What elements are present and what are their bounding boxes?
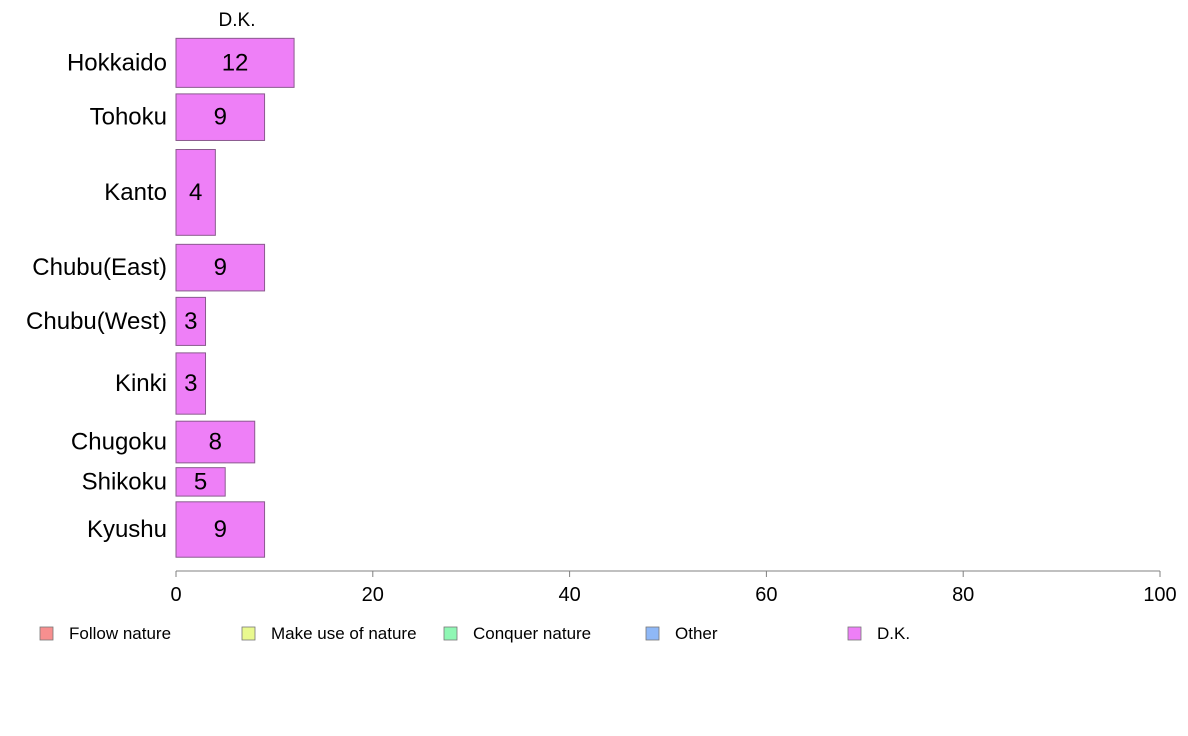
- bar: [175, 149, 216, 236]
- category-label: Chubu(West): [26, 308, 167, 335]
- bar: [175, 467, 226, 497]
- x-tick-label: 20: [362, 584, 384, 606]
- data-label: 3: [184, 370, 197, 397]
- data-label: 12: [222, 49, 249, 76]
- category-label: Kinki: [115, 370, 167, 397]
- category-label: Chubu(East): [32, 254, 167, 281]
- category-label: Kanto: [104, 179, 167, 206]
- x-tick-label: 0: [170, 584, 181, 606]
- legend-label: Other: [675, 624, 718, 643]
- legend-label: Make use of nature: [271, 624, 417, 643]
- bar: [175, 501, 266, 558]
- legend-label: D.K.: [877, 624, 910, 643]
- legend-label: Conquer nature: [473, 624, 591, 643]
- bar: [175, 243, 266, 292]
- x-tick-label: 60: [755, 584, 777, 606]
- legend-swatch: [847, 626, 862, 641]
- legend-swatch: [241, 626, 256, 641]
- data-label: 3: [184, 308, 197, 335]
- data-label: 5: [194, 468, 207, 495]
- x-tick-label: 80: [952, 584, 974, 606]
- category-label: Chugoku: [71, 429, 167, 456]
- bar: [175, 420, 256, 464]
- bar: [175, 352, 207, 415]
- category-label: Hokkaido: [67, 49, 167, 76]
- bar: [175, 93, 266, 141]
- x-tick-label: 40: [558, 584, 580, 606]
- legend-label: Follow nature: [69, 624, 171, 643]
- category-label: Tohoku: [90, 104, 167, 131]
- category-label: Kyushu: [87, 516, 167, 543]
- legend-swatch: [39, 626, 54, 641]
- bar: [175, 37, 295, 88]
- data-label: 9: [214, 104, 227, 131]
- series-heading: D.K.: [219, 10, 256, 31]
- legend-swatch: [645, 626, 660, 641]
- category-label: Shikoku: [82, 468, 167, 495]
- data-label: 9: [214, 516, 227, 543]
- data-label: 9: [214, 254, 227, 281]
- legend-swatch: [443, 626, 458, 641]
- x-tick-label: 100: [1143, 584, 1176, 606]
- data-label: 4: [189, 179, 202, 206]
- bar: [175, 296, 207, 346]
- data-label: 8: [209, 429, 222, 456]
